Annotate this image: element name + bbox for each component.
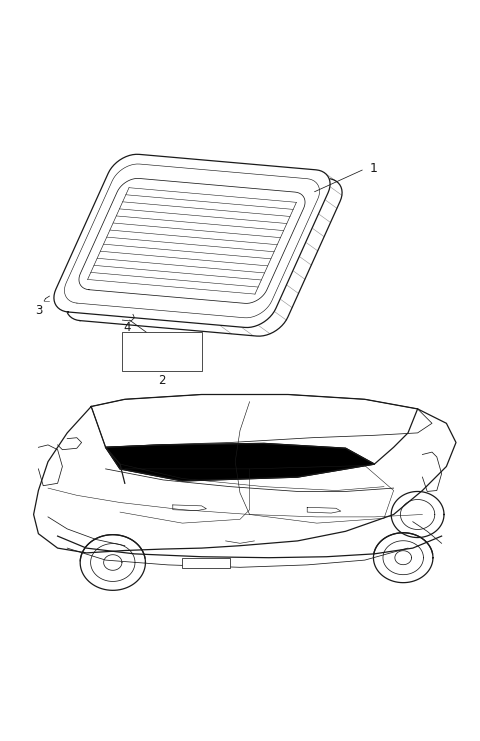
Polygon shape xyxy=(54,154,330,328)
Text: 4: 4 xyxy=(123,321,131,333)
Text: 3: 3 xyxy=(35,304,42,317)
Text: 1: 1 xyxy=(370,162,377,176)
Bar xyxy=(182,558,230,568)
Polygon shape xyxy=(66,163,342,336)
Text: 2: 2 xyxy=(158,373,166,387)
Polygon shape xyxy=(106,443,374,481)
Bar xyxy=(122,332,202,370)
